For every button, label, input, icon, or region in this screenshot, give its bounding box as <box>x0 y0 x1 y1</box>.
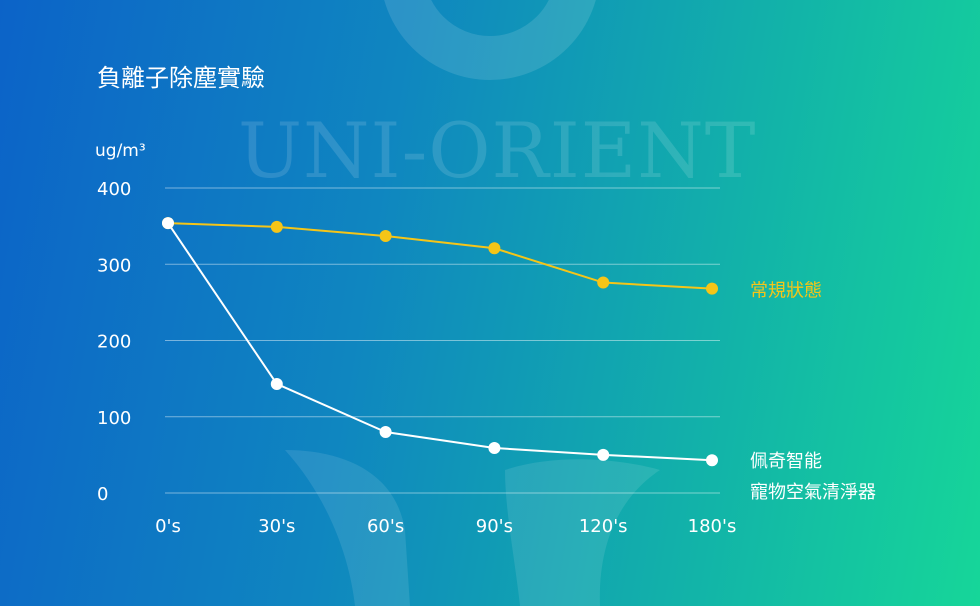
series-label: 常規狀態 <box>750 281 822 302</box>
x-tick-label: 60's <box>367 516 404 537</box>
series-label: 寵物空氣清淨器 <box>750 482 876 503</box>
y-tick-label: 0 <box>97 484 108 505</box>
data-point <box>379 426 392 438</box>
x-axis-ticks: 0's 30's 60's 90's 120's 180's <box>155 516 736 537</box>
chart-title: 負離子除塵實驗 <box>97 64 265 92</box>
series-line <box>167 222 713 462</box>
x-tick-label: 0's <box>155 516 181 537</box>
x-tick-label: 30's <box>258 516 295 537</box>
y-axis-ticks: 0 100 200 300 400 <box>97 179 131 505</box>
y-tick-label: 400 <box>97 179 131 200</box>
watermark-leaf-left-shape <box>285 450 410 606</box>
data-point <box>488 242 501 255</box>
y-axis-unit-label: ug/m³ <box>95 141 146 161</box>
watermark-leaf-right-shape <box>505 459 660 606</box>
watermark-decor <box>285 0 660 606</box>
data-point <box>379 230 392 243</box>
series-layer <box>162 217 718 467</box>
data-point <box>597 276 610 289</box>
data-point <box>270 377 283 390</box>
x-tick-label: 90's <box>476 516 513 537</box>
x-tick-label: 120's <box>579 516 628 537</box>
data-point <box>488 442 501 455</box>
y-tick-label: 100 <box>97 408 131 429</box>
y-tick-label: 200 <box>97 332 131 353</box>
data-point <box>597 448 610 461</box>
watermark-ring-shape <box>384 0 596 80</box>
data-point <box>270 220 283 233</box>
x-tick-label: 180's <box>688 516 737 537</box>
data-point <box>162 217 174 230</box>
series-group <box>162 217 718 467</box>
series-line <box>167 222 713 290</box>
y-tick-label: 300 <box>97 255 131 276</box>
watermark-logo-text: UNI-ORIENT <box>238 106 757 195</box>
data-point <box>706 454 718 467</box>
data-point <box>706 282 718 295</box>
grid-lines <box>165 187 720 494</box>
series-group <box>162 217 718 295</box>
series-label: 佩奇智能 <box>750 451 822 472</box>
